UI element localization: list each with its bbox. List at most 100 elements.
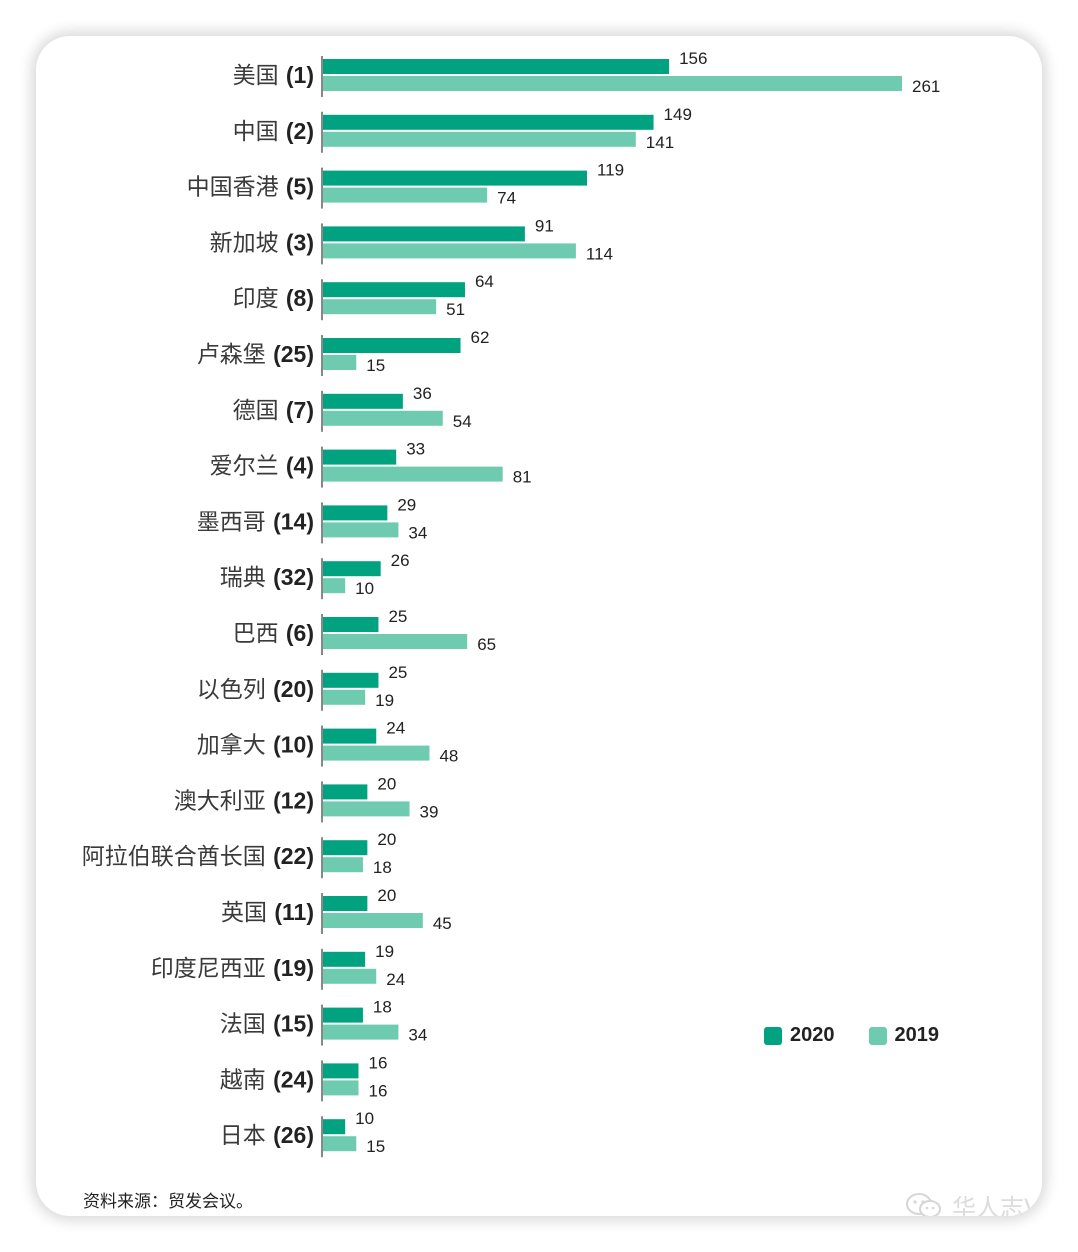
- value-label-2020: 20: [377, 886, 396, 905]
- value-label-2019: 65: [477, 635, 496, 654]
- value-label-2020: 20: [377, 774, 396, 793]
- category-rank: (5): [286, 174, 314, 200]
- category-rank: (25): [273, 341, 314, 367]
- bar-2020: [323, 338, 461, 353]
- legend-swatch-2020: [764, 1026, 782, 1045]
- value-label-2020: 29: [397, 495, 416, 514]
- bar-2020: [323, 505, 388, 521]
- bar-2020: [323, 784, 368, 800]
- value-label-2020: 62: [471, 328, 490, 347]
- category-label: 美国 (1): [233, 62, 314, 89]
- category-rank: (2): [286, 118, 314, 144]
- bar-2019: [323, 1136, 357, 1152]
- category-rank: (20): [273, 676, 314, 702]
- category-name: 中国: [233, 119, 286, 145]
- bar-2019: [323, 578, 346, 594]
- value-label-2019: 10: [355, 579, 374, 598]
- category-rank: (6): [286, 620, 314, 646]
- category-label: 印度 (8): [233, 285, 314, 312]
- bar-2019: [323, 1080, 359, 1096]
- category-rank: (26): [273, 1122, 314, 1148]
- value-label-2019: 54: [453, 412, 472, 431]
- category-name: 美国: [233, 63, 286, 89]
- bar-2019: [323, 522, 399, 538]
- category-rank: (7): [286, 397, 314, 423]
- bar-2020: [323, 59, 670, 74]
- category-label: 英国 (11): [221, 899, 314, 926]
- category-name: 瑞典: [220, 565, 273, 591]
- wechat-icon: [906, 1192, 941, 1216]
- watermark: 华人志V: [904, 1188, 1040, 1216]
- source-note: 资料来源：贸发会议。: [83, 1192, 253, 1212]
- category-rank: (12): [273, 787, 314, 813]
- value-label-2020: 16: [368, 1053, 387, 1072]
- value-label-2019: 19: [375, 691, 394, 710]
- bar-chart: 美国 (1) 156 261 中国 (2) 149 141 中国香港 (5) 119 74 新加坡…: [82, 49, 940, 1158]
- category-name: 越南: [220, 1067, 273, 1093]
- category-name: 印度: [233, 286, 286, 312]
- category-name: 日本: [220, 1123, 273, 1149]
- value-label-2019: 39: [420, 802, 439, 821]
- bar-2019: [323, 745, 430, 761]
- category-name: 澳大利亚: [174, 788, 273, 814]
- category-rank: (1): [286, 62, 314, 88]
- bar-2019: [323, 466, 503, 482]
- bar-2020: [323, 170, 587, 186]
- value-label-2020: 24: [386, 719, 405, 738]
- bar-2020: [323, 951, 366, 967]
- value-label-2020: 64: [475, 272, 494, 291]
- category-name: 法国: [220, 1012, 273, 1038]
- category-label: 中国 (2): [233, 118, 314, 145]
- bar-2019: [323, 1024, 399, 1040]
- category-label: 卢森堡 (25): [197, 341, 314, 368]
- bar-2020: [323, 672, 379, 688]
- bar-2019: [323, 187, 488, 203]
- value-label-2020: 25: [388, 663, 407, 682]
- bar-2019: [323, 299, 437, 315]
- category-name: 印度尼西亚: [151, 956, 273, 982]
- category-rank: (24): [273, 1066, 314, 1092]
- category-rank: (32): [273, 564, 314, 590]
- category-name: 中国香港: [187, 175, 286, 201]
- bar-2019: [323, 131, 636, 147]
- category-name: 德国: [233, 398, 286, 424]
- bar-2019: [323, 913, 423, 928]
- category-label: 巴西 (6): [233, 620, 314, 647]
- bar-2019: [323, 410, 443, 426]
- legend-swatch-2019: [868, 1026, 887, 1045]
- category-label: 日本 (26): [220, 1122, 314, 1149]
- category-label: 越南 (24): [220, 1066, 314, 1093]
- category-rank: (14): [273, 508, 314, 534]
- category-rank: (10): [273, 732, 314, 758]
- value-label-2019: 51: [446, 300, 465, 319]
- category-label: 瑞典 (32): [220, 564, 314, 591]
- category-rank: (8): [286, 285, 314, 311]
- value-label-2020: 10: [355, 1109, 374, 1128]
- bar-2019: [323, 76, 902, 91]
- category-label: 中国香港 (5): [187, 174, 314, 201]
- category-label: 加拿大 (10): [197, 732, 314, 759]
- value-label-2020: 33: [406, 440, 425, 459]
- value-label-2019: 48: [439, 747, 458, 766]
- category-name: 新加坡: [210, 230, 286, 256]
- bar-2019: [323, 634, 468, 649]
- value-label-2020: 25: [388, 607, 407, 626]
- value-label-2019: 74: [497, 189, 516, 208]
- category-rank: (11): [274, 899, 314, 925]
- category-label: 德国 (7): [233, 397, 314, 424]
- value-label-2019: 81: [513, 468, 532, 487]
- category-name: 巴西: [233, 621, 286, 647]
- category-name: 加拿大: [197, 732, 273, 759]
- bar-2020: [323, 896, 368, 911]
- bar-2020: [323, 114, 654, 130]
- value-label-2020: 149: [664, 105, 692, 124]
- bar-2019: [323, 857, 363, 873]
- category-rank: (3): [286, 229, 314, 255]
- category-label: 墨西哥 (14): [197, 508, 314, 535]
- chart-card: 美国 (1) 156 261 中国 (2) 149 141 中国香港 (5) 119 74 新加坡…: [36, 36, 1042, 1216]
- category-name: 英国: [221, 900, 274, 926]
- value-label-2020: 18: [373, 998, 392, 1017]
- legend-item-2020: 2020: [764, 1024, 835, 1047]
- bar-2020: [323, 1119, 346, 1135]
- category-rank: (22): [273, 843, 314, 869]
